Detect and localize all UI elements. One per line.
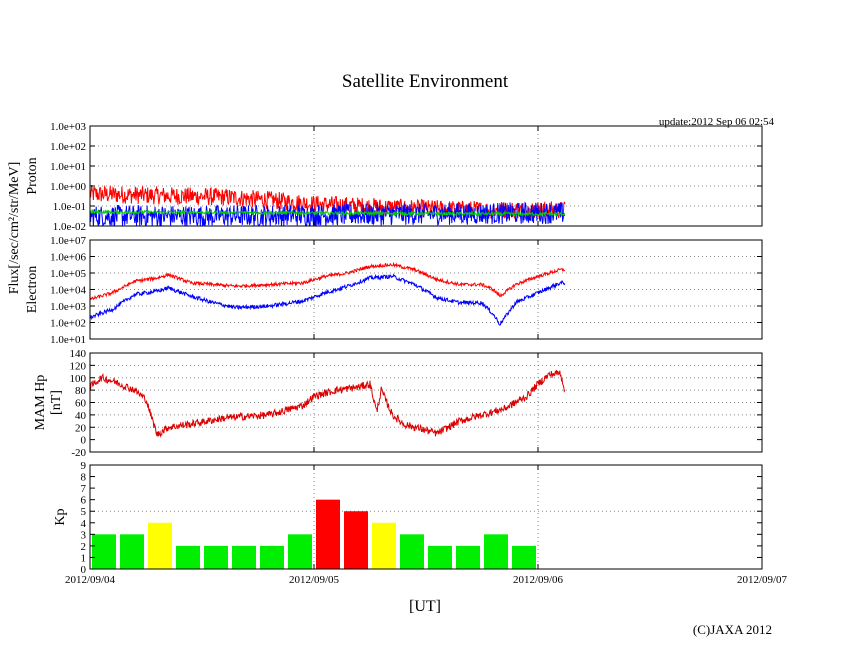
- panel-proton: 1.0e-02 1.0e-01 1.0e+00 1.0e+01 1.0e+02 1.0e+…: [25, 121, 763, 233]
- y-tick-label: 1.0e+02: [50, 141, 86, 153]
- flux-axis-label: Flux[/sec/cm²/str/MeV]: [7, 162, 22, 295]
- kp-bar-6: [260, 545, 284, 569]
- panel-ylabel-kp: Kp: [53, 508, 68, 525]
- kp-bar-8: [316, 499, 340, 569]
- x-axis-label: [UT]: [409, 598, 441, 615]
- kp-bar-1: [120, 534, 144, 569]
- panel-ylabel-proton: Proton: [25, 157, 40, 194]
- y-tick-label: 1.0e-02: [53, 221, 86, 233]
- copyright-text: (C)JAXA 2012: [693, 622, 772, 637]
- kp-bar-12: [428, 545, 452, 569]
- plot-area: 1.0e-021.0e-011.0e+001.0e+011.0e+021.0e+…: [25, 121, 788, 586]
- y-tick-label: 80: [75, 385, 87, 397]
- data-layer-electron: [90, 261, 566, 326]
- y-tick-label: 3: [81, 529, 87, 541]
- data-layer-proton: [90, 185, 566, 226]
- y-tick-label: -20: [71, 447, 86, 459]
- y-tick-label: 140: [70, 348, 87, 360]
- y-tick-label: 6: [81, 495, 87, 507]
- kp-bar-9: [344, 511, 368, 569]
- y-tick-label: 1.0e+01: [50, 161, 86, 173]
- series-line-electron-low: [90, 273, 566, 326]
- kp-bar-3: [176, 545, 200, 569]
- y-tick-label: 100: [70, 373, 87, 385]
- y-tick-label: 1.0e+03: [50, 121, 86, 133]
- y-tick-label: 1.0e+02: [50, 318, 86, 330]
- update-timestamp: update:2012 Sep 06 02:54: [659, 116, 775, 128]
- x-tick-label: 2012/09/04: [65, 574, 116, 586]
- y-tick-label: 20: [75, 422, 87, 434]
- y-tick-label: 1.0e+00: [50, 181, 86, 193]
- data-layer-hp: [90, 370, 566, 438]
- y-tick-label: 1.0e+01: [50, 334, 86, 346]
- series-line-electron-high: [90, 261, 566, 301]
- panel-ylabel2-hp: [nT]: [49, 390, 64, 415]
- y-tick-label: 1.0e-01: [53, 201, 86, 213]
- panel-frame-proton: [89, 125, 763, 227]
- kp-bar-14: [484, 534, 508, 569]
- y-tick-label: 4: [81, 518, 87, 530]
- series-line-mam-hp: [90, 370, 566, 438]
- chart-title: Satellite Environment: [342, 71, 509, 92]
- x-tick-label: 2012/09/06: [513, 574, 564, 586]
- y-tick-label: 8: [81, 472, 87, 484]
- kp-bar-5: [232, 545, 256, 569]
- y-tick-label: 0: [81, 435, 87, 447]
- y-tick-label: 120: [70, 360, 87, 372]
- kp-bar-15: [512, 545, 536, 569]
- kp-bar-2: [148, 522, 172, 569]
- kp-bar-0: [92, 534, 116, 569]
- y-tick-label: 0: [81, 564, 87, 576]
- panel-frame-kp: [89, 464, 763, 570]
- y-tick-label: 2: [81, 541, 87, 553]
- y-tick-label: 7: [81, 483, 87, 495]
- kp-bar-11: [400, 534, 424, 569]
- y-tick-label: 1.0e+07: [50, 235, 86, 247]
- x-tick-label: 2012/09/07: [737, 574, 788, 586]
- y-tick-label: 5: [81, 506, 87, 518]
- panel-ylabel-electron: Electron: [25, 266, 40, 313]
- y-tick-label: 1.0e+05: [50, 268, 86, 280]
- series-line-proton-mid: [90, 208, 566, 218]
- kp-bar-13: [456, 545, 480, 569]
- panel-ylabel-hp: MAM Hp: [33, 375, 48, 431]
- series-line-proton-low: [90, 201, 565, 226]
- y-tick-label: 1.0e+06: [50, 252, 86, 264]
- data-layer-kp: [92, 499, 536, 569]
- panel-electron: 1.0e+01 1.0e+02 1.0e+03 1.0e+04 1.0e+05 1.0e+…: [25, 235, 763, 346]
- y-tick-label: 1.0e+04: [50, 285, 86, 297]
- y-tick-label: 9: [81, 460, 87, 472]
- kp-bar-4: [204, 545, 228, 569]
- kp-bar-7: [288, 534, 312, 569]
- y-tick-label: 1: [81, 552, 87, 564]
- y-tick-label: 60: [75, 398, 87, 410]
- kp-bar-10: [372, 522, 396, 569]
- x-tick-label: 2012/09/05: [289, 574, 340, 586]
- y-tick-label: 40: [75, 410, 87, 422]
- y-tick-label: 1.0e+03: [50, 301, 86, 313]
